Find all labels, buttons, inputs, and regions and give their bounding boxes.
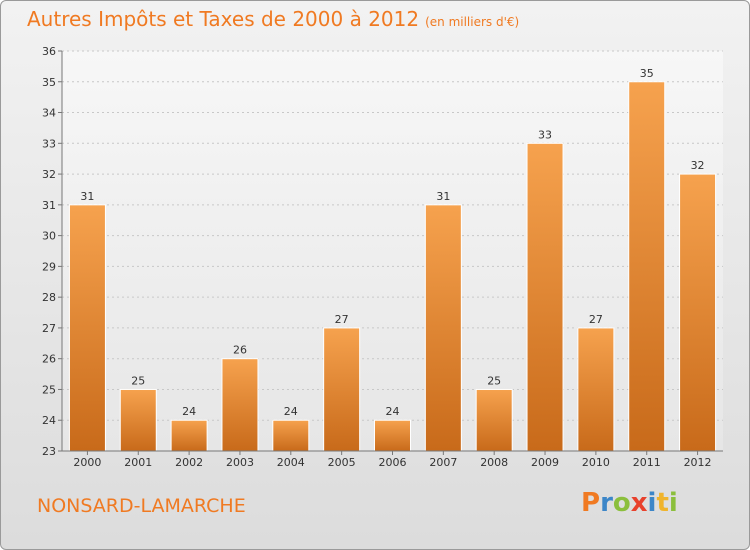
y-tick-label: 23 [42,445,56,458]
location-name: NONSARD-LAMARCHE [37,495,246,517]
chart-subtitle: (en milliers d'€) [425,15,520,29]
logo-letter: i [668,488,678,518]
y-tick-label: 25 [42,383,56,396]
bar-value-label: 31 [80,190,94,203]
bar [475,388,513,452]
x-tick-label: 2011 [633,456,661,469]
x-tick-label: 2006 [379,456,407,469]
bar [272,419,310,452]
x-tick-label: 2000 [73,456,101,469]
y-tick-label: 36 [42,45,56,58]
x-tick-label: 2002 [175,456,203,469]
y-tick-label: 29 [42,260,56,273]
x-tick-label: 2012 [684,456,712,469]
x-tick-label: 2007 [429,456,457,469]
bar-value-label: 31 [436,190,450,203]
bar-value-label: 33 [538,128,552,141]
bar-value-label: 24 [284,405,298,418]
bar [323,327,361,452]
bar [577,327,615,452]
y-tick-label: 31 [42,199,56,212]
bar-value-label: 27 [335,313,349,326]
logo-letter: r [600,488,613,518]
y-tick-label: 32 [42,168,56,181]
bar-value-label: 24 [182,405,196,418]
y-tick-label: 27 [42,322,56,335]
bar [119,388,157,452]
bar [628,81,666,452]
chart-title: Autres Impôts et Taxes de 2000 à 2012 (en… [27,7,519,31]
bar [68,204,106,452]
y-tick-label: 26 [42,353,56,366]
y-tick-label: 24 [42,414,56,427]
bar-value-label: 25 [487,374,501,387]
chart-title-text: Autres Impôts et Taxes de 2000 à 2012 [27,7,420,31]
bar [221,358,259,452]
logo-letter: P [581,488,601,518]
bar-value-label: 25 [131,374,145,387]
y-tick-label: 33 [42,137,56,150]
bar-value-label: 27 [589,313,603,326]
bar [170,419,208,452]
x-tick-label: 2009 [531,456,559,469]
plot-area [62,51,723,451]
bar [526,142,564,452]
y-tick-label: 30 [42,230,56,243]
bar [374,419,411,452]
x-tick-label: 2003 [226,456,254,469]
bar-value-label: 26 [233,344,247,357]
logo-letter: x [630,488,648,518]
logo-letter: o [612,488,631,518]
x-tick-label: 2004 [277,456,305,469]
logo-letter: i [647,488,657,518]
proxiti-logo: Proxiti [581,488,678,518]
x-tick-label: 2001 [124,456,152,469]
bar-value-label: 32 [691,159,705,172]
bar [424,204,462,452]
y-tick-label: 28 [42,291,56,304]
bar [679,173,717,452]
x-tick-label: 2005 [328,456,356,469]
y-tick-label: 34 [42,107,56,120]
bar-value-label: 24 [386,405,400,418]
logo-letter: t [656,488,669,518]
x-tick-label: 2010 [582,456,610,469]
y-tick-label: 35 [42,76,56,89]
x-tick-label: 2008 [480,456,508,469]
bar-value-label: 35 [640,67,654,80]
